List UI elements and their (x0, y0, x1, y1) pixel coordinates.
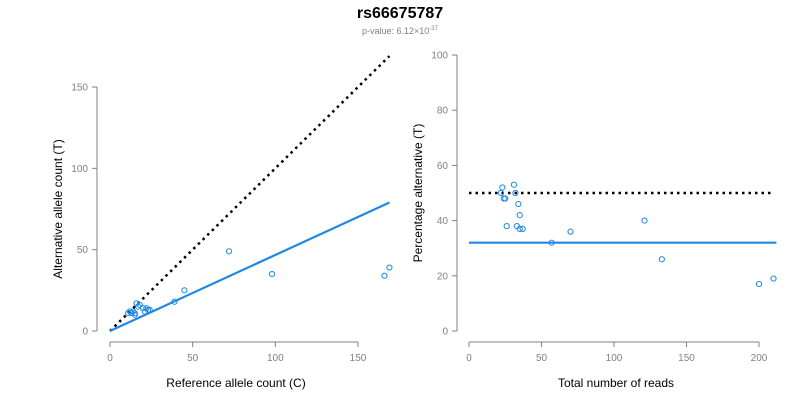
data-point (567, 228, 574, 235)
data-point (503, 223, 510, 230)
y-tick-label: 100 (431, 51, 448, 62)
data-point (268, 270, 276, 278)
data-point (499, 184, 506, 191)
y-axis-title: Alternative allele count (T) (51, 139, 65, 278)
x-tick-label: 100 (267, 353, 284, 364)
data-point (641, 217, 648, 224)
data-point (133, 300, 140, 307)
data-point (381, 272, 388, 279)
fit-line (109, 201, 390, 332)
data-point (548, 239, 555, 246)
y-tick-label: 100 (71, 164, 88, 175)
y-tick-label: 0 (82, 327, 88, 338)
data-point (755, 280, 763, 288)
y-tick-label: 50 (77, 245, 89, 256)
x-axis-title: Total number of reads (558, 376, 674, 390)
data-point (516, 211, 523, 219)
x-tick-label: 150 (678, 353, 695, 364)
data-point (502, 195, 509, 202)
x-tick-label: 50 (187, 353, 199, 364)
data-point (515, 200, 522, 208)
y-tick-label: 20 (437, 271, 449, 282)
data-point (136, 301, 143, 309)
y-axis-title: Percentage alternative (T) (411, 124, 425, 263)
x-tick-label: 50 (536, 353, 548, 364)
data-point (386, 264, 393, 271)
data-point (519, 225, 526, 232)
data-point (510, 181, 518, 188)
left-panel: 0 50 100 150 0 50 100 150 Reference allele count… (51, 55, 393, 390)
subtitle-exponent: -37 (429, 26, 438, 32)
x-tick-label: 200 (751, 353, 768, 364)
data-point (512, 189, 519, 197)
right-panel: 0 50 100 150 200 0 20 40 60 80 100 Total number of … (411, 51, 777, 390)
data-point (516, 225, 523, 232)
chart-title: rs66675787 (357, 5, 443, 22)
chart-subtitle: p-value: 6.12×10-37 (362, 26, 439, 36)
x-tick-label: 150 (350, 353, 367, 364)
data-point (497, 189, 504, 197)
data-point (770, 275, 777, 282)
data-point (128, 310, 135, 317)
data-point (225, 248, 233, 255)
x-axis-title: Reference allele count (C) (166, 376, 305, 390)
y-tick-label: 0 (442, 327, 448, 338)
y-tick-label: 60 (437, 161, 449, 172)
data-point (143, 305, 150, 312)
y-tick-label: 150 (71, 83, 88, 94)
data-point (146, 306, 153, 313)
data-point (171, 298, 178, 305)
x-tick-label: 0 (107, 353, 113, 364)
reference-line (109, 55, 391, 332)
y-tick-label: 80 (437, 106, 449, 117)
data-point (131, 311, 138, 318)
x-tick-label: 0 (466, 353, 472, 364)
data-point (658, 256, 665, 263)
subtitle-text: p-value: 6.12×10 (362, 26, 429, 36)
x-tick-label: 100 (606, 353, 623, 364)
data-point (130, 308, 137, 315)
data-point (181, 287, 188, 294)
y-tick-label: 40 (437, 216, 449, 227)
